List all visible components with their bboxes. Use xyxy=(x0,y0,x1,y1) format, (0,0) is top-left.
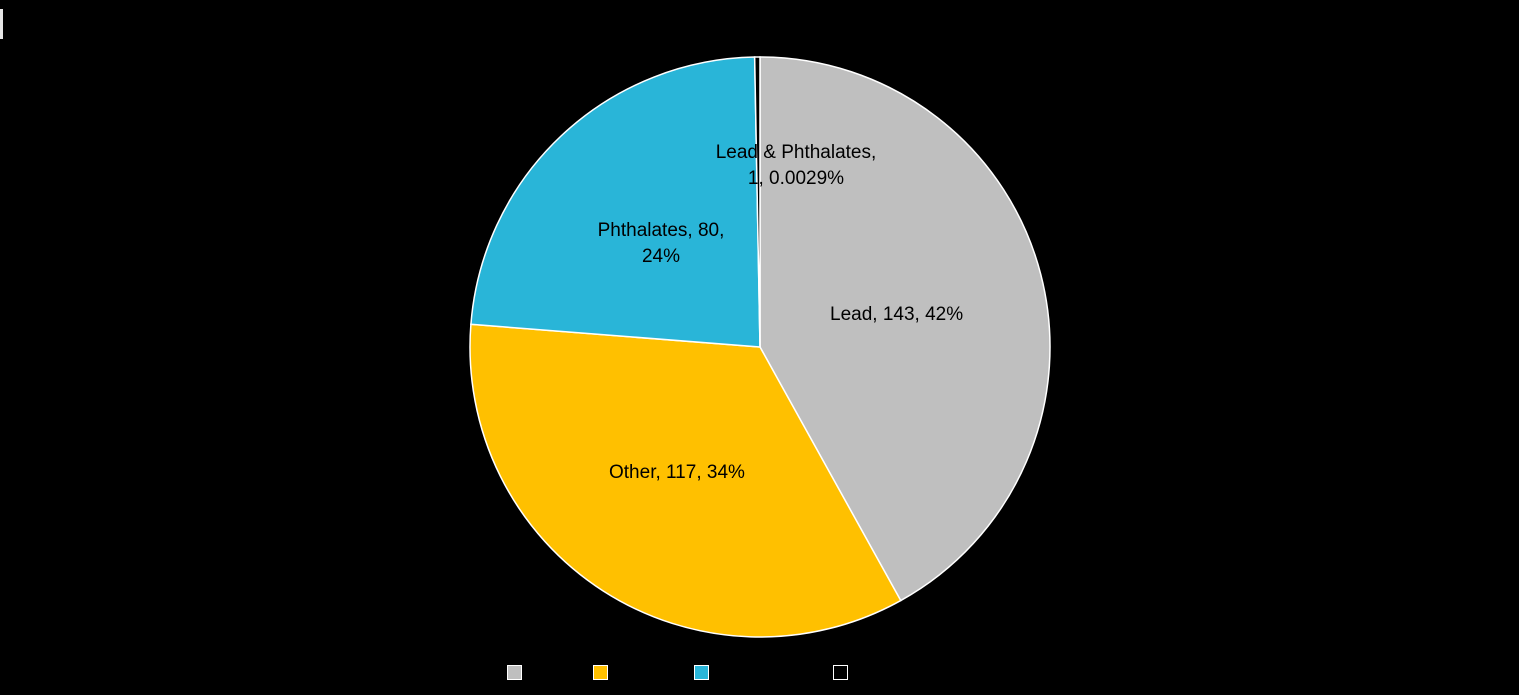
legend-item-lead-phthalates[interactable]: Lead & Phthalates xyxy=(833,662,993,682)
pie-data-label: Lead & Phthalates, 1, 0.0029% xyxy=(715,142,877,189)
legend-item-lead[interactable]: Lead xyxy=(507,662,566,682)
left-edge-artifact xyxy=(0,9,3,39)
pie-data-label: Other, 117, 34% xyxy=(609,462,745,483)
legend-label: Lead xyxy=(528,662,566,681)
pie-slice-lead-phthalates[interactable] xyxy=(753,56,761,348)
legend-swatch xyxy=(593,664,608,680)
pie-slice-phthalates[interactable] xyxy=(470,56,761,348)
pie-data-label: Lead, 143, 42% xyxy=(830,304,964,325)
legend-label: Other xyxy=(614,662,657,681)
legend-label: Phthalates xyxy=(715,662,796,681)
pie-slice-other[interactable] xyxy=(469,323,902,638)
legend-swatch xyxy=(694,664,709,680)
legend-item-phthalates[interactable]: Phthalates xyxy=(694,662,795,682)
legend-label: Lead & Phthalates xyxy=(854,662,993,681)
pie-slice-lead[interactable] xyxy=(759,56,1051,602)
legend-item-other[interactable]: Other xyxy=(593,662,657,682)
pie-data-label: Phthalates, 80, 24% xyxy=(597,220,725,267)
legend-swatch xyxy=(833,664,848,680)
legend-swatch xyxy=(507,664,522,680)
